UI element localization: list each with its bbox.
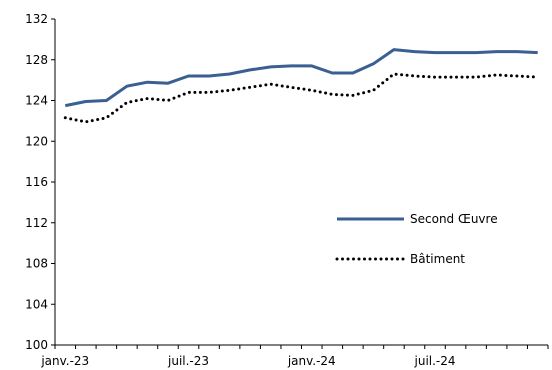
y-tick-label: 132	[25, 12, 48, 26]
series-group	[63, 48, 540, 124]
x-tick-label: janv.-23	[40, 354, 89, 368]
y-tick-label: 116	[25, 175, 48, 189]
y-tick-label: 104	[25, 297, 48, 311]
y-tick-label: 128	[25, 53, 48, 67]
x-tick-label: janv.-24	[287, 354, 336, 368]
x-axis-ticks: janv.-23 juil.-23 janv.-24 juil.-24	[40, 345, 549, 368]
y-tick-label: 100	[25, 338, 48, 352]
series-line-1	[63, 72, 540, 124]
series-line-0	[65, 48, 538, 108]
x-tick-label: juil.-23	[167, 354, 209, 368]
legend: Second Œuvre Bâtiment	[335, 212, 498, 266]
x-tick-label: juil.-24	[414, 354, 456, 368]
y-tick-label: 108	[25, 257, 48, 271]
y-tick-label: 120	[25, 134, 48, 148]
legend-label-0: Second Œuvre	[410, 212, 498, 226]
legend-label-1: Bâtiment	[410, 252, 465, 266]
y-axis-ticks: 100 104 108 112 116 120 124 128 132	[25, 12, 55, 352]
y-tick-label: 112	[25, 216, 48, 230]
y-tick-label: 124	[25, 94, 48, 108]
